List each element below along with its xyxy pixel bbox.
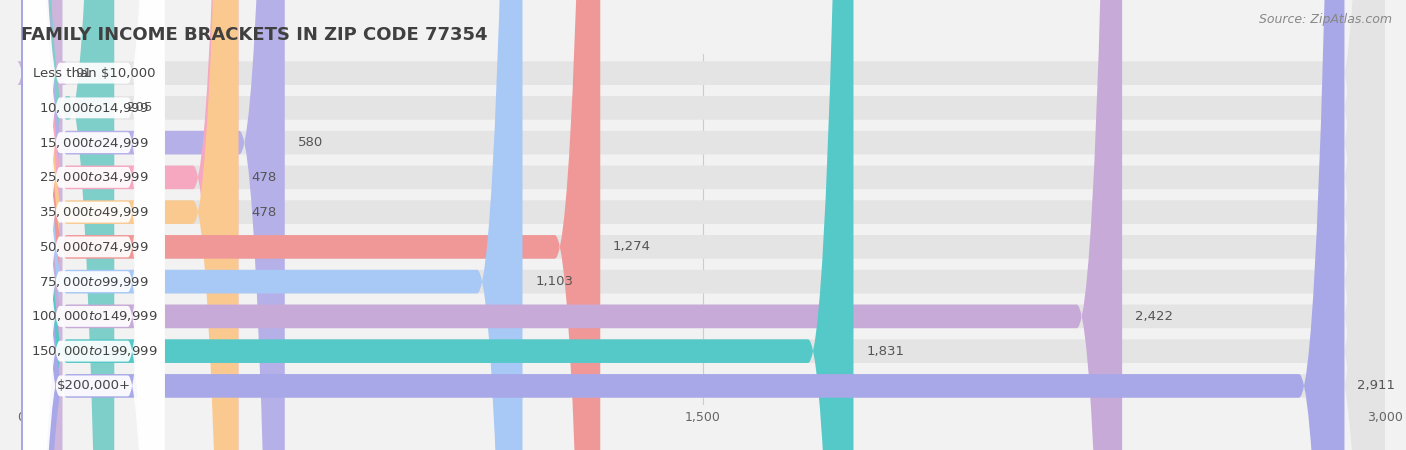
FancyBboxPatch shape xyxy=(24,0,165,450)
FancyBboxPatch shape xyxy=(24,0,165,450)
FancyBboxPatch shape xyxy=(21,0,1122,450)
Text: 205: 205 xyxy=(127,101,152,114)
FancyBboxPatch shape xyxy=(21,0,600,450)
Text: $50,000 to $74,999: $50,000 to $74,999 xyxy=(39,240,149,254)
FancyBboxPatch shape xyxy=(21,0,285,450)
FancyBboxPatch shape xyxy=(21,0,239,450)
Text: 1,831: 1,831 xyxy=(866,345,904,358)
FancyBboxPatch shape xyxy=(21,0,114,450)
FancyBboxPatch shape xyxy=(21,0,1385,450)
FancyBboxPatch shape xyxy=(24,0,165,450)
FancyBboxPatch shape xyxy=(21,0,239,450)
FancyBboxPatch shape xyxy=(24,0,165,450)
Text: 478: 478 xyxy=(252,171,277,184)
FancyBboxPatch shape xyxy=(24,0,165,450)
Text: 478: 478 xyxy=(252,206,277,219)
FancyBboxPatch shape xyxy=(21,0,1385,450)
Text: 2,422: 2,422 xyxy=(1135,310,1173,323)
Text: 580: 580 xyxy=(298,136,323,149)
Text: 1,274: 1,274 xyxy=(613,240,651,253)
Text: Source: ZipAtlas.com: Source: ZipAtlas.com xyxy=(1258,14,1392,27)
FancyBboxPatch shape xyxy=(21,0,523,450)
FancyBboxPatch shape xyxy=(24,0,165,450)
FancyBboxPatch shape xyxy=(17,0,66,450)
Text: $150,000 to $199,999: $150,000 to $199,999 xyxy=(31,344,157,358)
FancyBboxPatch shape xyxy=(24,0,165,450)
FancyBboxPatch shape xyxy=(21,0,1385,450)
FancyBboxPatch shape xyxy=(21,0,1344,450)
Text: $15,000 to $24,999: $15,000 to $24,999 xyxy=(39,135,149,149)
FancyBboxPatch shape xyxy=(24,0,165,450)
Text: Less than $10,000: Less than $10,000 xyxy=(32,67,155,80)
Text: $200,000+: $200,000+ xyxy=(56,379,131,392)
FancyBboxPatch shape xyxy=(21,0,1385,450)
FancyBboxPatch shape xyxy=(21,0,1385,450)
Text: FAMILY INCOME BRACKETS IN ZIP CODE 77354: FAMILY INCOME BRACKETS IN ZIP CODE 77354 xyxy=(21,26,488,44)
FancyBboxPatch shape xyxy=(21,0,1385,450)
Text: $75,000 to $99,999: $75,000 to $99,999 xyxy=(39,274,149,288)
FancyBboxPatch shape xyxy=(21,0,1385,450)
Text: $10,000 to $14,999: $10,000 to $14,999 xyxy=(39,101,149,115)
FancyBboxPatch shape xyxy=(24,0,165,450)
Text: $35,000 to $49,999: $35,000 to $49,999 xyxy=(39,205,149,219)
FancyBboxPatch shape xyxy=(21,0,1385,450)
FancyBboxPatch shape xyxy=(21,0,1385,450)
FancyBboxPatch shape xyxy=(24,0,165,450)
Text: 1,103: 1,103 xyxy=(536,275,574,288)
Text: $25,000 to $34,999: $25,000 to $34,999 xyxy=(39,171,149,184)
Text: $100,000 to $149,999: $100,000 to $149,999 xyxy=(31,310,157,324)
Text: 91: 91 xyxy=(75,67,91,80)
Text: 2,911: 2,911 xyxy=(1357,379,1395,392)
FancyBboxPatch shape xyxy=(21,0,853,450)
FancyBboxPatch shape xyxy=(21,0,1385,450)
